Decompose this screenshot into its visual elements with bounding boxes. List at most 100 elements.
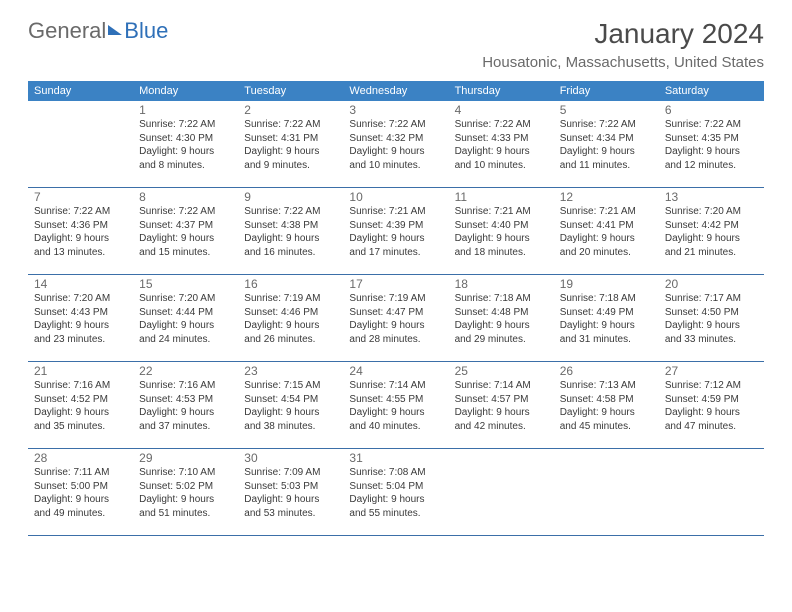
calendar-cell: 22Sunrise: 7:16 AMSunset: 4:53 PMDayligh… [133, 362, 238, 448]
day-number: 3 [349, 103, 442, 117]
cell-sunrise: Sunrise: 7:20 AM [665, 205, 758, 219]
location-subtitle: Housatonic, Massachusetts, United States [482, 54, 764, 71]
cell-sunset: Sunset: 4:53 PM [139, 393, 232, 407]
day-header: Monday [133, 81, 238, 101]
cell-sunrise: Sunrise: 7:08 AM [349, 466, 442, 480]
cell-sunrise: Sunrise: 7:22 AM [665, 118, 758, 132]
calendar-cell: 2Sunrise: 7:22 AMSunset: 4:31 PMDaylight… [238, 101, 343, 187]
cell-sunset: Sunset: 4:52 PM [34, 393, 127, 407]
cell-sunrise: Sunrise: 7:19 AM [244, 292, 337, 306]
cell-daylight1: Daylight: 9 hours [560, 319, 653, 333]
day-number: 4 [455, 103, 548, 117]
month-title: January 2024 [482, 18, 764, 50]
cell-sunset: Sunset: 4:38 PM [244, 219, 337, 233]
cell-sunrise: Sunrise: 7:12 AM [665, 379, 758, 393]
cell-sunrise: Sunrise: 7:22 AM [139, 118, 232, 132]
cell-sunrise: Sunrise: 7:18 AM [455, 292, 548, 306]
cell-sunrise: Sunrise: 7:20 AM [139, 292, 232, 306]
cell-sunrise: Sunrise: 7:17 AM [665, 292, 758, 306]
calendar-cell: 13Sunrise: 7:20 AMSunset: 4:42 PMDayligh… [659, 188, 764, 274]
day-number: 10 [349, 190, 442, 204]
cell-daylight1: Daylight: 9 hours [244, 145, 337, 159]
day-number: 1 [139, 103, 232, 117]
calendar-cell: 4Sunrise: 7:22 AMSunset: 4:33 PMDaylight… [449, 101, 554, 187]
logo-text-blue: Blue [124, 18, 168, 44]
calendar-cell: 25Sunrise: 7:14 AMSunset: 4:57 PMDayligh… [449, 362, 554, 448]
page-header: General Blue January 2024 Housatonic, Ma… [0, 0, 792, 71]
calendar-cell: 16Sunrise: 7:19 AMSunset: 4:46 PMDayligh… [238, 275, 343, 361]
calendar-cell [554, 449, 659, 535]
day-number: 23 [244, 364, 337, 378]
cell-sunset: Sunset: 5:04 PM [349, 480, 442, 494]
day-number: 16 [244, 277, 337, 291]
cell-daylight2: and 47 minutes. [665, 420, 758, 434]
cell-daylight2: and 15 minutes. [139, 246, 232, 260]
cell-sunset: Sunset: 4:43 PM [34, 306, 127, 320]
cell-sunset: Sunset: 4:47 PM [349, 306, 442, 320]
cell-daylight1: Daylight: 9 hours [560, 145, 653, 159]
day-number: 19 [560, 277, 653, 291]
cell-sunrise: Sunrise: 7:22 AM [244, 205, 337, 219]
cell-daylight1: Daylight: 9 hours [349, 319, 442, 333]
calendar-cell: 21Sunrise: 7:16 AMSunset: 4:52 PMDayligh… [28, 362, 133, 448]
cell-daylight1: Daylight: 9 hours [139, 406, 232, 420]
day-number: 24 [349, 364, 442, 378]
cell-sunrise: Sunrise: 7:21 AM [349, 205, 442, 219]
calendar-cell [659, 449, 764, 535]
calendar-cell: 24Sunrise: 7:14 AMSunset: 4:55 PMDayligh… [343, 362, 448, 448]
cell-daylight1: Daylight: 9 hours [349, 232, 442, 246]
calendar-cell: 15Sunrise: 7:20 AMSunset: 4:44 PMDayligh… [133, 275, 238, 361]
calendar-week: 28Sunrise: 7:11 AMSunset: 5:00 PMDayligh… [28, 449, 764, 536]
day-number: 28 [34, 451, 127, 465]
cell-sunset: Sunset: 4:35 PM [665, 132, 758, 146]
cell-sunrise: Sunrise: 7:13 AM [560, 379, 653, 393]
cell-sunset: Sunset: 5:00 PM [34, 480, 127, 494]
calendar-cell: 19Sunrise: 7:18 AMSunset: 4:49 PMDayligh… [554, 275, 659, 361]
cell-daylight2: and 8 minutes. [139, 159, 232, 173]
cell-daylight2: and 45 minutes. [560, 420, 653, 434]
cell-sunrise: Sunrise: 7:22 AM [34, 205, 127, 219]
day-header: Thursday [449, 81, 554, 101]
cell-daylight1: Daylight: 9 hours [34, 493, 127, 507]
cell-sunrise: Sunrise: 7:16 AM [139, 379, 232, 393]
calendar-cell: 11Sunrise: 7:21 AMSunset: 4:40 PMDayligh… [449, 188, 554, 274]
cell-sunrise: Sunrise: 7:15 AM [244, 379, 337, 393]
day-header: Sunday [28, 81, 133, 101]
cell-daylight2: and 37 minutes. [139, 420, 232, 434]
calendar-cell [449, 449, 554, 535]
day-number: 27 [665, 364, 758, 378]
cell-sunset: Sunset: 4:30 PM [139, 132, 232, 146]
day-header: Tuesday [238, 81, 343, 101]
cell-daylight2: and 53 minutes. [244, 507, 337, 521]
cell-sunset: Sunset: 5:03 PM [244, 480, 337, 494]
day-headers-row: Sunday Monday Tuesday Wednesday Thursday… [28, 81, 764, 101]
day-number: 22 [139, 364, 232, 378]
cell-sunset: Sunset: 4:57 PM [455, 393, 548, 407]
cell-sunset: Sunset: 4:50 PM [665, 306, 758, 320]
day-number: 8 [139, 190, 232, 204]
calendar-cell: 27Sunrise: 7:12 AMSunset: 4:59 PMDayligh… [659, 362, 764, 448]
cell-sunset: Sunset: 5:02 PM [139, 480, 232, 494]
day-number: 9 [244, 190, 337, 204]
cell-daylight2: and 51 minutes. [139, 507, 232, 521]
day-header: Friday [554, 81, 659, 101]
day-number: 30 [244, 451, 337, 465]
day-header: Wednesday [343, 81, 448, 101]
day-number: 6 [665, 103, 758, 117]
cell-daylight1: Daylight: 9 hours [244, 319, 337, 333]
cell-daylight2: and 16 minutes. [244, 246, 337, 260]
cell-sunrise: Sunrise: 7:09 AM [244, 466, 337, 480]
cell-daylight1: Daylight: 9 hours [139, 145, 232, 159]
cell-sunset: Sunset: 4:34 PM [560, 132, 653, 146]
cell-sunset: Sunset: 4:48 PM [455, 306, 548, 320]
day-number: 5 [560, 103, 653, 117]
cell-daylight1: Daylight: 9 hours [665, 145, 758, 159]
cell-daylight2: and 24 minutes. [139, 333, 232, 347]
cell-sunset: Sunset: 4:41 PM [560, 219, 653, 233]
logo-text-general: General [28, 18, 106, 44]
cell-daylight1: Daylight: 9 hours [665, 406, 758, 420]
calendar-week: 1Sunrise: 7:22 AMSunset: 4:30 PMDaylight… [28, 101, 764, 188]
day-number: 31 [349, 451, 442, 465]
cell-daylight2: and 12 minutes. [665, 159, 758, 173]
cell-sunset: Sunset: 4:54 PM [244, 393, 337, 407]
